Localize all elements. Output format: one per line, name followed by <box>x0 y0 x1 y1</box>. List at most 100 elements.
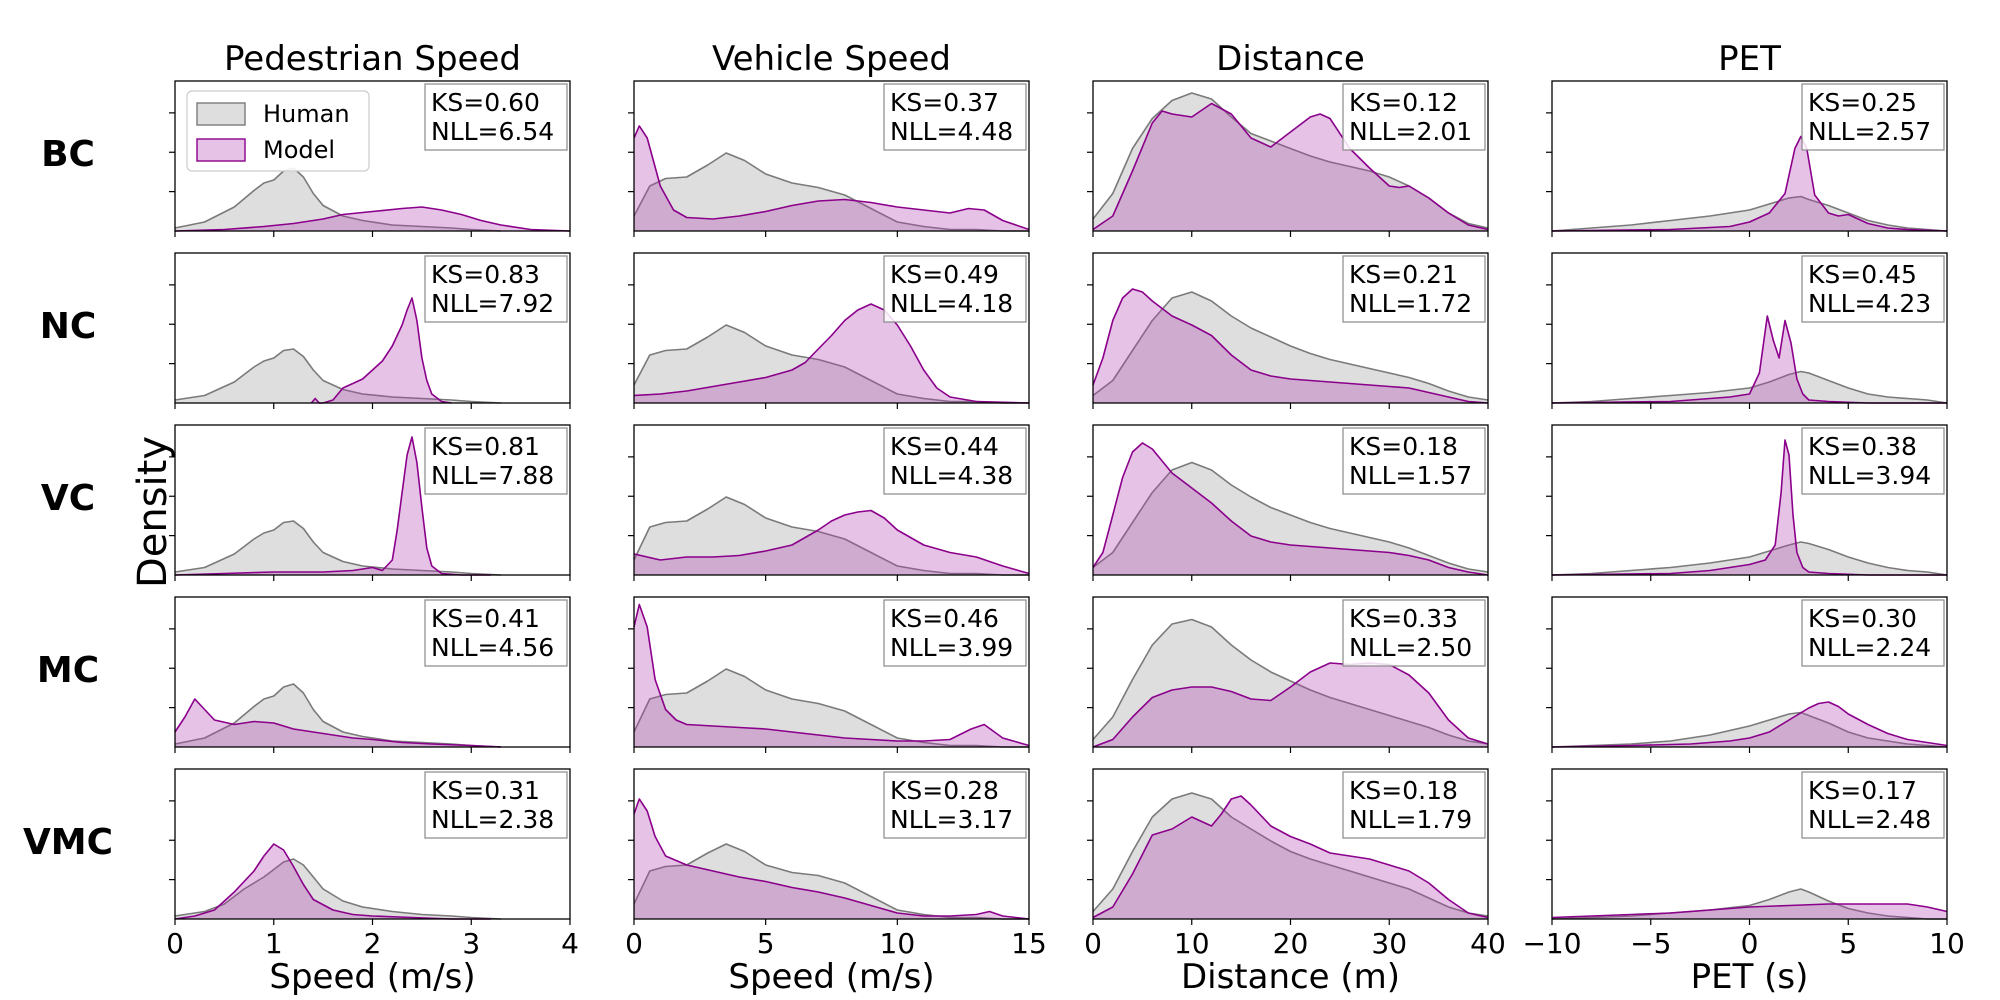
human-density-area <box>1093 793 1488 919</box>
nll-statistic: NLL=4.56 <box>431 633 554 662</box>
stats-box <box>424 771 568 839</box>
stats-box <box>424 83 568 151</box>
legend-swatch-model <box>196 138 246 162</box>
column-title: Pedestrian Speed <box>224 39 521 79</box>
nll-statistic: NLL=1.72 <box>1349 289 1472 318</box>
row-label: BC <box>41 134 95 175</box>
row-label: MC <box>37 650 99 691</box>
human-density-area <box>175 521 501 575</box>
nll-statistic: NLL=4.48 <box>890 117 1013 146</box>
human-density-line <box>633 152 1029 232</box>
stats-box <box>883 255 1027 323</box>
nll-statistic: NLL=4.38 <box>890 461 1013 490</box>
human-density-area <box>175 684 501 747</box>
model-density-line <box>1551 903 1948 919</box>
model-density-area <box>175 699 501 747</box>
column-title: Vehicle Speed <box>712 39 951 79</box>
stats-box <box>883 599 1027 667</box>
model-density-line <box>1551 439 1947 576</box>
ks-statistic: KS=0.21 <box>1349 260 1458 289</box>
stats-box <box>883 83 1027 151</box>
x-tick-label: 40 <box>1470 927 1506 960</box>
model-density-line <box>1551 701 1948 748</box>
legend-label-human: Human <box>263 100 350 128</box>
x-axis-label: PET (s) <box>1691 957 1809 997</box>
stats-box <box>424 599 568 667</box>
stats-box <box>1801 599 1945 667</box>
ks-statistic: KS=0.60 <box>431 88 540 117</box>
ks-statistic: KS=0.81 <box>431 432 540 461</box>
x-tick-label: 0 <box>625 927 643 960</box>
model-density-area <box>634 126 1029 231</box>
human-density-line <box>1551 370 1948 404</box>
stats-box <box>424 427 568 495</box>
model-density-line <box>633 509 1030 575</box>
stats-box <box>1342 255 1486 323</box>
row-label: VC <box>41 478 95 519</box>
human-density-area <box>1552 542 1947 575</box>
human-density-line <box>633 668 1029 748</box>
human-density-line <box>174 683 501 748</box>
x-tick-label: 5 <box>757 927 775 960</box>
nll-statistic: NLL=1.79 <box>1349 805 1472 834</box>
x-tick-label: 10 <box>1929 927 1965 960</box>
model-density-line <box>1092 102 1489 231</box>
stats-box <box>1342 599 1486 667</box>
human-density-area <box>175 168 501 231</box>
human-density-line <box>1551 195 1948 232</box>
ks-statistic: KS=0.31 <box>431 776 540 805</box>
panel-frame <box>633 596 1030 748</box>
x-tick-label: 0 <box>1084 927 1102 960</box>
nll-statistic: NLL=3.99 <box>890 633 1013 662</box>
panel-frame <box>633 252 1030 404</box>
human-density-area <box>1552 889 1947 919</box>
stats-box <box>1801 427 1945 495</box>
ks-statistic: KS=0.83 <box>431 260 540 289</box>
model-density-area <box>1093 289 1488 403</box>
nll-statistic: NLL=2.24 <box>1808 633 1931 662</box>
legend-label-model: Model <box>263 136 335 164</box>
x-tick-label: 10 <box>1174 927 1210 960</box>
stats-box <box>1342 427 1486 495</box>
model-density-line <box>633 125 1030 231</box>
nll-statistic: NLL=3.17 <box>890 805 1013 834</box>
x-tick-label: 20 <box>1273 927 1309 960</box>
column-title: PET <box>1718 39 1781 79</box>
human-density-line <box>1092 618 1489 745</box>
model-density-line <box>633 303 1030 404</box>
model-density-area <box>311 298 452 403</box>
nll-statistic: NLL=2.50 <box>1349 633 1472 662</box>
human-density-area <box>1093 93 1488 231</box>
ks-statistic: KS=0.33 <box>1349 604 1458 633</box>
stats-box <box>1801 255 1945 323</box>
legend: Human Model <box>186 90 370 172</box>
model-density-area <box>634 304 1029 403</box>
model-density-area <box>1093 663 1488 747</box>
model-density-area <box>1093 796 1488 919</box>
x-axis-label: Speed (m/s) <box>728 957 934 997</box>
x-tick-label: 3 <box>462 927 480 960</box>
nll-statistic: NLL=4.18 <box>890 289 1013 318</box>
x-tick-label: −10 <box>1522 927 1581 960</box>
x-tick-label: 15 <box>1011 927 1047 960</box>
x-tick-label: −5 <box>1630 927 1671 960</box>
ks-statistic: KS=0.12 <box>1349 88 1458 117</box>
stats-box <box>1801 83 1945 151</box>
model-density-line <box>174 436 491 576</box>
nll-statistic: NLL=3.94 <box>1808 461 1931 490</box>
model-density-area <box>175 844 491 919</box>
x-tick-label: 30 <box>1371 927 1407 960</box>
legend-swatch-human <box>196 102 246 126</box>
human-density-area <box>1093 292 1488 403</box>
